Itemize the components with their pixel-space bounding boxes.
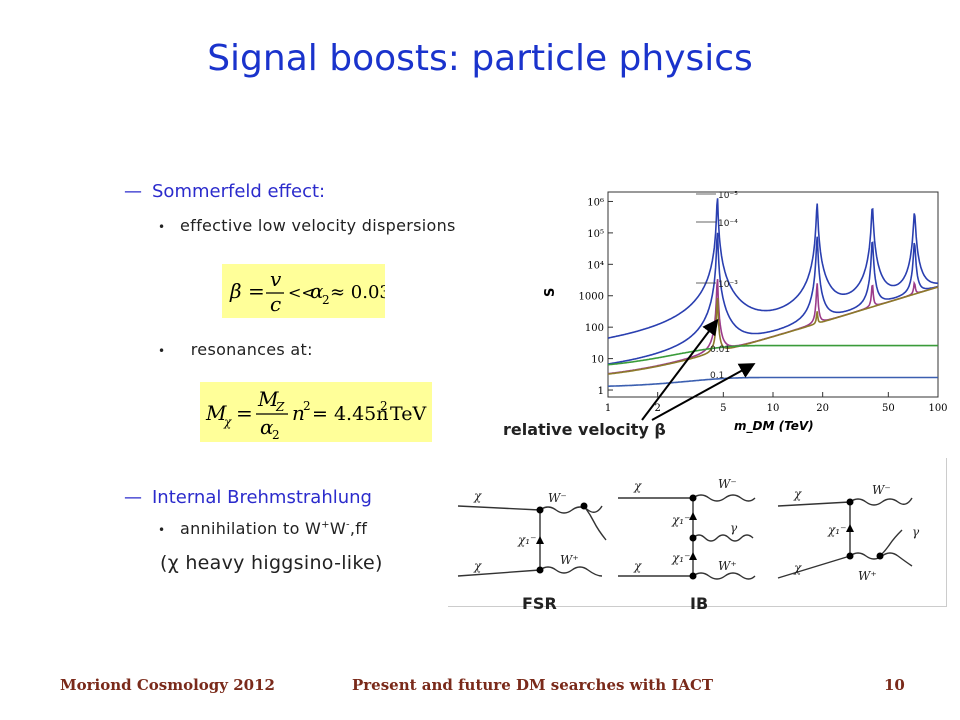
diagram2-chi: χ <box>633 479 642 493</box>
plot-xtick-label: 50 <box>882 403 895 414</box>
diagram3-gamma: γ <box>912 525 920 539</box>
formula1-c: c <box>270 292 281 316</box>
diagram1-chi-b: χ <box>473 559 482 573</box>
bullet-dot: • <box>158 522 166 537</box>
plot-xtick-label: 100 <box>928 403 947 414</box>
formula1-approx: ≈ 0.03 <box>330 282 385 303</box>
relative-velocity-label: relative velocity β <box>503 420 666 439</box>
formula1-ll: << <box>288 283 315 302</box>
formula1-sub: 2 <box>322 293 330 307</box>
formula2-Mz: M <box>257 387 279 411</box>
plot-xtick-label: 20 <box>816 403 829 414</box>
sommerfeld-label: Sommerfeld effect: <box>152 181 326 202</box>
formula2-sq: 2 <box>303 399 311 413</box>
formula-resonance: M χ = M Z α 2 n 2 = 4.45n 2 TeV <box>200 382 432 442</box>
plot-ylabel: S <box>543 288 558 297</box>
plot-xtick-label: 10 <box>767 403 780 414</box>
footer-page-number: 10 <box>884 676 905 694</box>
bullet-dot: • <box>158 219 166 234</box>
plot-series-line <box>607 286 939 375</box>
formula2-n: n <box>292 401 305 425</box>
plot-ytick-label: 1000 <box>579 292 604 303</box>
sub-bullet-velocity: • effective low velocity dispersions <box>158 216 456 235</box>
ib-diagram-label: IB <box>690 594 709 613</box>
diagram3-chi1: χ₁⁻ <box>827 523 846 537</box>
plot-ytick-label: 10⁴ <box>587 260 604 271</box>
formula2-Z: Z <box>275 400 285 414</box>
plot-series-line <box>607 232 939 365</box>
feynman-diagrams: χ χ χ₁⁻ W⁻ W⁺ χ χ χ₁⁻ χ₁⁻ W⁻ γ W⁺ χ χ χ₁… <box>448 458 947 607</box>
diagram1-chi1: χ₁⁻ <box>517 533 536 547</box>
formula2-unit: TeV <box>390 403 426 425</box>
diagram2-wplus: W⁺ <box>718 559 737 573</box>
diagram3-chi-b: χ <box>793 561 802 575</box>
diagram2-gamma: γ <box>730 521 738 535</box>
bullet-dot: • <box>158 343 166 358</box>
sub3-sup1: + <box>321 519 330 531</box>
sub-bullet-resonances: • resonances at: <box>158 340 313 359</box>
bullet-sommerfeld: — Sommerfeld effect: <box>124 181 325 202</box>
diagram1-chi: χ <box>473 489 482 503</box>
footer-talk-title: Present and future DM searches with IACT <box>352 676 714 694</box>
sub-bullet-annihilation: • annihilation to W+W-,ff <box>158 519 367 538</box>
sommerfeld-plot-svg: 1 2 5 10 20 50 100 1 10 100 1000 10⁴ 10⁵ 10⁶ 10⁻⁵ 10⁻… <box>543 191 948 434</box>
diagram2-wminus: W⁻ <box>718 477 737 491</box>
plot-curve-label: 10⁻⁴ <box>718 219 738 229</box>
sub3-mid: W <box>329 519 346 538</box>
sommerfeld-plot: 1 2 5 10 20 50 100 1 10 100 1000 10⁴ 10⁵ 10⁶ 10⁻⁵ 10⁻… <box>540 182 950 442</box>
formula2-eq: = <box>236 401 253 425</box>
diagram1-wminus: W⁻ <box>548 491 567 505</box>
higgsino-note: (χ heavy higgsino-like) <box>160 552 383 574</box>
formula2-alpha: α <box>260 415 274 439</box>
formula1-alpha: α <box>310 279 324 303</box>
diagram2-chi-b: χ <box>633 559 642 573</box>
arrow-to-curve-2 <box>651 363 756 421</box>
plot-ytick-label: 10⁵ <box>587 229 604 240</box>
bullet-ib: — Internal Brehmstrahlung <box>124 487 372 508</box>
ib-label: Internal Brehmstrahlung <box>152 487 372 508</box>
formula1-beta: β <box>229 279 242 303</box>
plot-xlabel: m_DM (TeV) <box>734 419 814 434</box>
plot-xtick-label: 2 <box>654 403 660 414</box>
arrow-to-curve-1 <box>641 318 719 421</box>
diagram1-wplus: W⁺ <box>560 553 579 567</box>
sub1-text: effective low velocity dispersions <box>180 216 456 235</box>
plot-curve-label: 0.01 <box>710 345 730 355</box>
diagram2-chi1: χ₁⁻ <box>671 513 690 527</box>
plot-series-line <box>608 344 938 366</box>
formula2-chi: χ <box>223 415 232 429</box>
plot-series-line <box>607 198 938 339</box>
formula2-sq2: 2 <box>380 399 388 413</box>
sub3-prefix: annihilation to W <box>180 519 322 538</box>
formula2-rhs: = 4.45n <box>312 403 389 425</box>
diagram2-chi1-b: χ₁⁻ <box>671 551 690 565</box>
formula2-M: M <box>205 401 227 425</box>
formula1-eq: = <box>248 279 265 303</box>
formula2-sub: 2 <box>272 428 280 442</box>
plot-series-line <box>608 376 938 387</box>
dash-mark: — <box>124 487 142 508</box>
sub3-sup2: - <box>345 519 350 531</box>
dash-mark: — <box>124 181 142 202</box>
diagram3-wminus: W⁻ <box>872 483 891 497</box>
footer-conference: Moriond Cosmology 2012 <box>60 676 275 694</box>
formula-beta: β = v c << α 2 ≈ 0.03 <box>222 264 385 318</box>
plot-ytick-label: 10 <box>591 355 604 366</box>
plot-ytick-label: 10⁶ <box>587 197 604 208</box>
slide-title: Signal boosts: particle physics <box>207 38 753 79</box>
sub3-suffix: ,ff <box>349 519 368 538</box>
sub2-text: resonances at: <box>190 340 313 359</box>
plot-ytick-label: 1 <box>598 386 604 397</box>
plot-ytick-label: 100 <box>585 323 604 334</box>
plot-curve-label: 10⁻³ <box>718 280 738 290</box>
plot-xtick-label: 5 <box>720 403 726 414</box>
plot-curve-label: 0.1 <box>710 371 724 381</box>
fsr-label: FSR <box>522 594 557 613</box>
plot-curve-label: 10⁻⁵ <box>718 191 738 201</box>
plot-xtick-label: 1 <box>605 403 611 414</box>
formula1-v: v <box>270 267 282 291</box>
diagram3-chi: χ <box>793 487 802 501</box>
diagram3-wplus: W⁺ <box>858 569 877 583</box>
